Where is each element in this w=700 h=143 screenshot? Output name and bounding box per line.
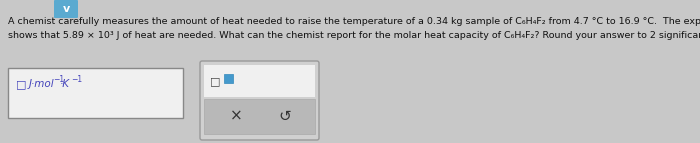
Bar xyxy=(224,74,233,83)
Bar xyxy=(8,68,183,118)
Text: −1: −1 xyxy=(53,76,64,85)
Text: ×: × xyxy=(230,109,243,124)
Text: J·mol: J·mol xyxy=(29,79,55,89)
Text: v: v xyxy=(62,4,69,14)
Text: ↺: ↺ xyxy=(279,109,291,124)
Bar xyxy=(204,65,315,97)
Text: A chemist carefully measures the amount of heat needed to raise the temperature : A chemist carefully measures the amount … xyxy=(8,17,700,26)
Text: shows that 5.89 × 10³ J of heat are needed. What can the chemist report for the : shows that 5.89 × 10³ J of heat are need… xyxy=(8,31,700,40)
Bar xyxy=(204,99,315,134)
FancyBboxPatch shape xyxy=(54,0,78,18)
Text: □: □ xyxy=(16,79,27,89)
Text: ·K: ·K xyxy=(60,79,70,89)
FancyBboxPatch shape xyxy=(200,61,319,140)
Text: −1: −1 xyxy=(71,76,82,85)
Text: □: □ xyxy=(210,76,220,86)
